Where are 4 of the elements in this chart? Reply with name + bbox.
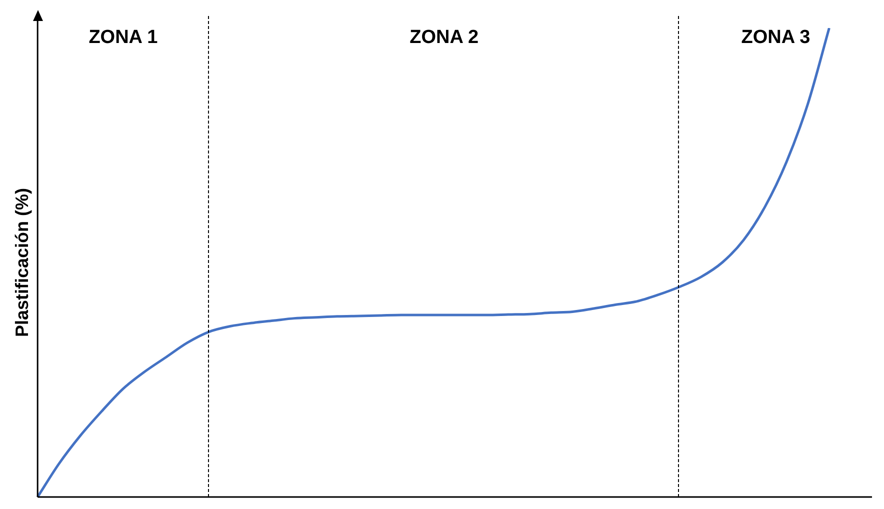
annotation: ZONA 3 — [741, 27, 810, 48]
y-axis-title: Plastificación (%) — [12, 188, 32, 338]
annotation: ZONA 2 — [410, 27, 479, 48]
annotation: ZONA 1 — [88, 27, 158, 48]
